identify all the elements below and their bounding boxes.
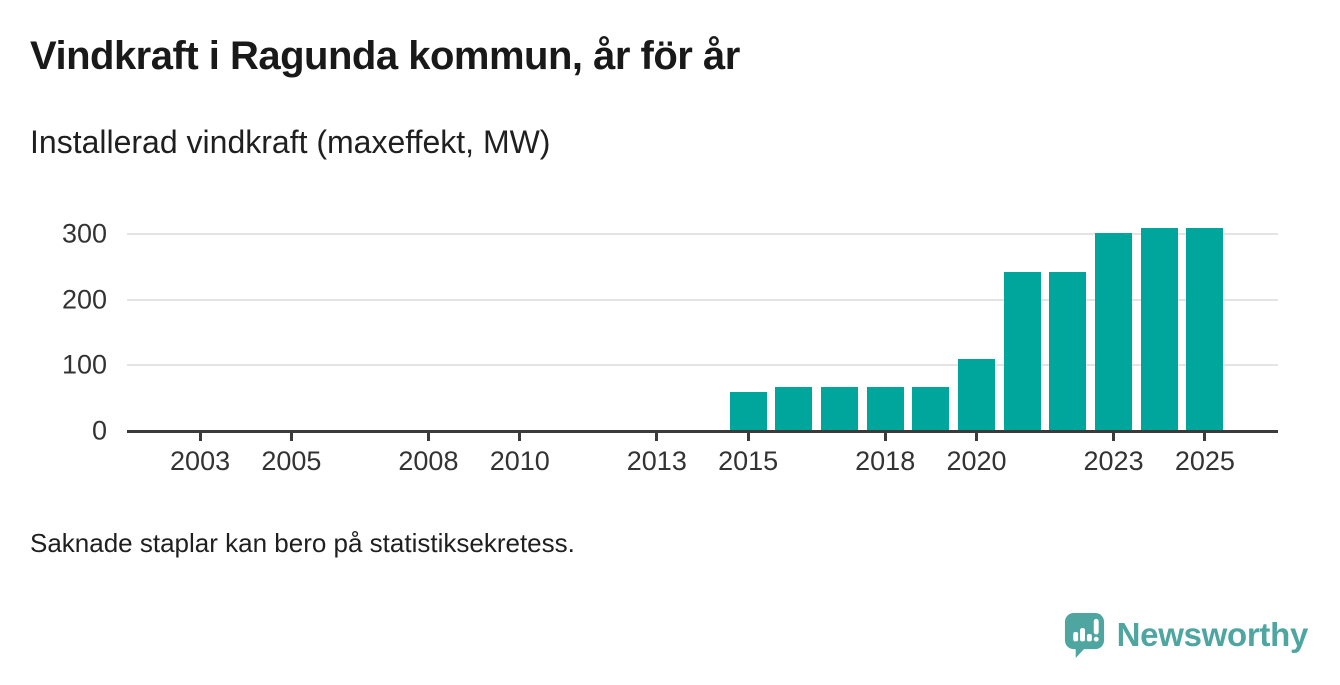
x-axis-label-2015: 2015: [718, 446, 779, 476]
x-axis-label-2020: 2020: [946, 446, 1007, 476]
x-tick-2008: [426, 432, 430, 441]
bar-2018: [866, 387, 904, 431]
bar-2022: [1049, 271, 1087, 431]
x-axis-label-2010: 2010: [489, 446, 550, 476]
x-axis-label-2023: 2023: [1083, 446, 1144, 476]
x-axis-line: [127, 430, 1278, 433]
x-tick-2020: [975, 432, 979, 441]
y-axis-label-0: 0: [91, 415, 107, 446]
newsworthy-wordmark: Newsworthy: [1116, 615, 1309, 653]
gridline-100: [127, 364, 1278, 367]
bar-2015: [729, 391, 767, 431]
x-tick-2015: [746, 432, 750, 441]
x-axis-label-2018: 2018: [855, 446, 916, 476]
bar-2016: [775, 387, 813, 431]
x-tick-2010: [518, 432, 522, 441]
x-axis-label-2025: 2025: [1174, 446, 1235, 476]
speech-bubble-bar-chart-icon: [1064, 613, 1104, 658]
x-tick-2005: [289, 432, 293, 441]
page-title: Vindkraft i Ragunda kommun, år för år: [30, 34, 740, 78]
x-tick-2025: [1203, 432, 1207, 441]
x-tick-2003: [198, 432, 202, 441]
x-axis-label-2013: 2013: [626, 446, 687, 476]
x-axis-label-2003: 2003: [170, 446, 231, 476]
y-axis-label-300: 300: [61, 218, 107, 249]
bar-2023: [1095, 232, 1133, 431]
gridline-200: [127, 298, 1278, 301]
bar-2019: [912, 387, 950, 431]
bar-2025: [1186, 227, 1224, 431]
chart-subtitle: Installerad vindkraft (maxeffekt, MW): [30, 124, 551, 160]
y-axis-label-200: 200: [61, 284, 107, 315]
x-axis-label-2008: 2008: [398, 446, 459, 476]
footnote: Saknade staplar kan bero på statistiksek…: [30, 528, 575, 558]
bar-2017: [821, 387, 859, 431]
x-tick-2013: [655, 432, 659, 441]
plot-area: 0 100 200 300 2003 2005 2008 2010 2013 2015 2018 20…: [62, 208, 1278, 476]
newsworthy-logo: Newsworthy: [1063, 611, 1308, 658]
bar-2020: [958, 358, 996, 431]
x-tick-2018: [883, 432, 887, 441]
gridline-300: [127, 233, 1278, 236]
x-axis-label-2005: 2005: [261, 446, 322, 476]
x-tick-2023: [1112, 432, 1116, 441]
y-axis-label-100: 100: [61, 349, 107, 380]
bar-2024: [1140, 227, 1178, 431]
bar-2021: [1003, 271, 1041, 431]
